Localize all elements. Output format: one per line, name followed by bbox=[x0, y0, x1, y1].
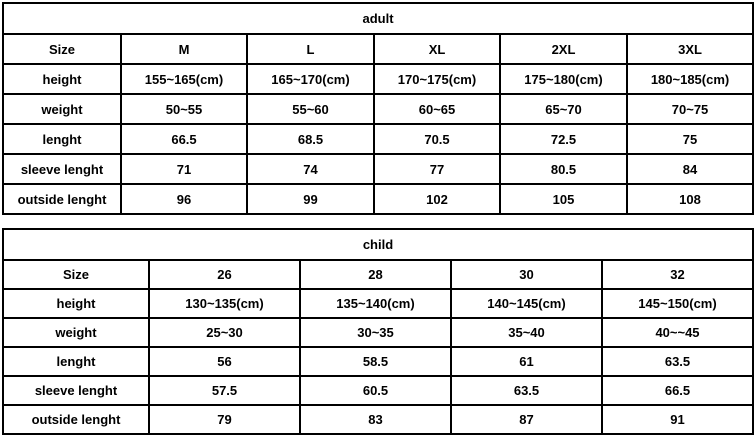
table-cell: 108 bbox=[625, 183, 754, 215]
adult-title-row: adult bbox=[1, 2, 754, 35]
adult-header-xl: XL bbox=[373, 33, 501, 65]
table-cell: 60.5 bbox=[299, 375, 452, 406]
table-cell: 155~165(cm) bbox=[120, 63, 248, 95]
table-cell: 165~170(cm) bbox=[246, 63, 375, 95]
table-cell: 72.5 bbox=[499, 123, 628, 155]
table-cell: 68.5 bbox=[246, 123, 375, 155]
child-header-26: 26 bbox=[148, 259, 301, 290]
child-header-28: 28 bbox=[299, 259, 452, 290]
child-title-row: child bbox=[2, 228, 754, 261]
adult-header-row: Size M L XL 2XL 3XL bbox=[2, 33, 754, 65]
table-cell: 130~135(cm) bbox=[148, 288, 301, 319]
adult-outside-lenght-row: outside lenght 96 99 102 105 108 bbox=[2, 183, 754, 215]
adult-header-m: M bbox=[120, 33, 248, 65]
row-label: outside lenght bbox=[2, 404, 150, 435]
table-cell: 79 bbox=[148, 404, 301, 435]
table-cell: 57.5 bbox=[148, 375, 301, 406]
table-gap bbox=[2, 215, 752, 228]
adult-weight-row: weight 50~55 55~60 60~65 65~70 70~75 bbox=[2, 93, 754, 125]
child-header-32: 32 bbox=[601, 259, 754, 290]
table-cell: 75 bbox=[625, 123, 754, 155]
table-cell: 66.5 bbox=[601, 375, 754, 406]
adult-height-row: height 155~165(cm) 165~170(cm) 170~175(c… bbox=[2, 63, 754, 95]
table-cell: 84 bbox=[625, 153, 754, 185]
table-cell: 66.5 bbox=[120, 123, 248, 155]
table-cell: 61 bbox=[450, 346, 603, 377]
table-cell: 56 bbox=[148, 346, 301, 377]
table-cell: 170~175(cm) bbox=[373, 63, 501, 95]
row-label: weight bbox=[2, 317, 150, 348]
table-cell: 30~35 bbox=[299, 317, 452, 348]
table-cell: 80.5 bbox=[499, 153, 628, 185]
table-cell: 105 bbox=[499, 183, 628, 215]
child-header-30: 30 bbox=[450, 259, 603, 290]
table-cell: 50~55 bbox=[120, 93, 248, 125]
table-cell: 63.5 bbox=[450, 375, 603, 406]
child-weight-row: weight 25~30 30~35 35~40 40~~45 bbox=[2, 317, 754, 348]
row-label: height bbox=[2, 288, 150, 319]
table-cell: 63.5 bbox=[601, 346, 754, 377]
table-cell: 58.5 bbox=[299, 346, 452, 377]
table-cell: 140~145(cm) bbox=[450, 288, 603, 319]
table-cell: 65~70 bbox=[499, 93, 628, 125]
row-label: height bbox=[2, 63, 122, 95]
table-cell: 180~185(cm) bbox=[625, 63, 754, 95]
adult-lenght-row: lenght 66.5 68.5 70.5 72.5 75 bbox=[2, 123, 754, 155]
row-label: outside lenght bbox=[2, 183, 122, 215]
child-sleeve-lenght-row: sleeve lenght 57.5 60.5 63.5 66.5 bbox=[2, 375, 754, 406]
child-height-row: height 130~135(cm) 135~140(cm) 140~145(c… bbox=[2, 288, 754, 319]
row-label: lenght bbox=[2, 346, 150, 377]
table-cell: 77 bbox=[373, 153, 501, 185]
adult-header-3xl: 3XL bbox=[625, 33, 754, 65]
row-label: weight bbox=[2, 93, 122, 125]
row-label: sleeve lenght bbox=[2, 153, 122, 185]
child-header-row: Size 26 28 30 32 bbox=[2, 259, 754, 290]
child-table-title: child bbox=[2, 228, 754, 261]
table-cell: 99 bbox=[246, 183, 375, 215]
table-cell: 25~30 bbox=[148, 317, 301, 348]
child-lenght-row: lenght 56 58.5 61 63.5 bbox=[2, 346, 754, 377]
table-cell: 35~40 bbox=[450, 317, 603, 348]
adult-size-table: adult Size M L XL 2XL 3XL height 155~165… bbox=[1, 2, 754, 215]
child-size-table: child Size 26 28 30 32 height 130~135(cm… bbox=[2, 228, 754, 435]
table-cell: 135~140(cm) bbox=[299, 288, 452, 319]
table-cell: 71 bbox=[120, 153, 248, 185]
row-label: sleeve lenght bbox=[2, 375, 150, 406]
adult-table-title: adult bbox=[1, 2, 754, 35]
table-cell: 60~65 bbox=[373, 93, 501, 125]
table-cell: 55~60 bbox=[246, 93, 375, 125]
adult-header-l: L bbox=[246, 33, 375, 65]
table-cell: 70.5 bbox=[373, 123, 501, 155]
adult-sleeve-lenght-row: sleeve lenght 71 74 77 80.5 84 bbox=[2, 153, 754, 185]
table-cell: 96 bbox=[120, 183, 248, 215]
table-cell: 70~75 bbox=[625, 93, 754, 125]
table-cell: 74 bbox=[246, 153, 375, 185]
table-cell: 175~180(cm) bbox=[499, 63, 628, 95]
table-cell: 91 bbox=[601, 404, 754, 435]
table-cell: 87 bbox=[450, 404, 603, 435]
table-cell: 83 bbox=[299, 404, 452, 435]
child-header-size: Size bbox=[2, 259, 150, 290]
table-cell: 145~150(cm) bbox=[601, 288, 754, 319]
table-cell: 40~~45 bbox=[601, 317, 754, 348]
child-outside-lenght-row: outside lenght 79 83 87 91 bbox=[2, 404, 754, 435]
adult-header-2xl: 2XL bbox=[499, 33, 628, 65]
row-label: lenght bbox=[2, 123, 122, 155]
adult-header-size: Size bbox=[2, 33, 122, 65]
table-cell: 102 bbox=[373, 183, 501, 215]
